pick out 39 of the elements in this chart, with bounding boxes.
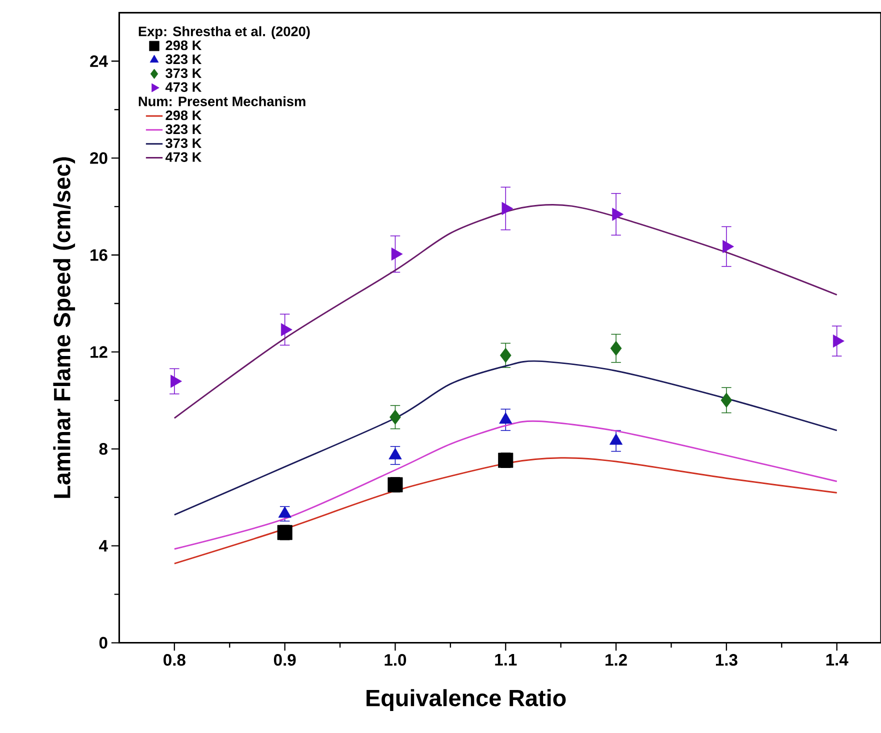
legend-label: 373 K [166,138,202,148]
point [502,202,514,216]
legend-label: 473 K [165,82,202,92]
legend-label: 323 K [166,124,202,134]
point [170,374,182,388]
legend-label: 298 K [166,110,202,120]
point [610,341,622,356]
y-tick-label: 20 [90,152,108,164]
y-tick-label: 16 [90,249,108,262]
x-tick-label: 1.0 [384,654,406,666]
line-series [174,360,838,516]
line-series [174,420,838,550]
x-tick-label: 0.8 [164,654,186,666]
legend-title: Exp: Shrestha et al. (2020) [138,26,310,40]
point [391,248,403,261]
legend-label: 323 K [166,54,202,64]
point [390,410,401,425]
point [832,334,844,348]
y-tick-label: 24 [90,56,108,68]
y-tick-label: 0 [99,637,108,649]
y-tick-label: 12 [90,346,108,358]
y-axis-title: Laminar Flame Speed (cm/sec) [53,157,76,498]
x-tick-label: 1.2 [606,654,627,666]
y-tick-label: 8 [99,443,108,456]
legend-label: 373 K [166,68,202,78]
y-tick-label: 4 [98,540,108,552]
point [280,323,292,336]
point [612,208,624,222]
legend-label: 298 K [166,40,202,50]
legend-label: 473 K [165,152,202,162]
x-tick-label: 1.3 [716,654,738,666]
x-tick-label: 1.1 [495,654,517,666]
point [722,240,734,254]
x-tick-label: 0.9 [274,654,296,666]
x-tick-label: 1.4 [826,654,848,666]
annotation: Num: Present Mechanism [138,96,306,106]
point [720,392,732,408]
point [500,348,512,364]
x-axis-title: Equivalence Ratio [366,689,566,712]
